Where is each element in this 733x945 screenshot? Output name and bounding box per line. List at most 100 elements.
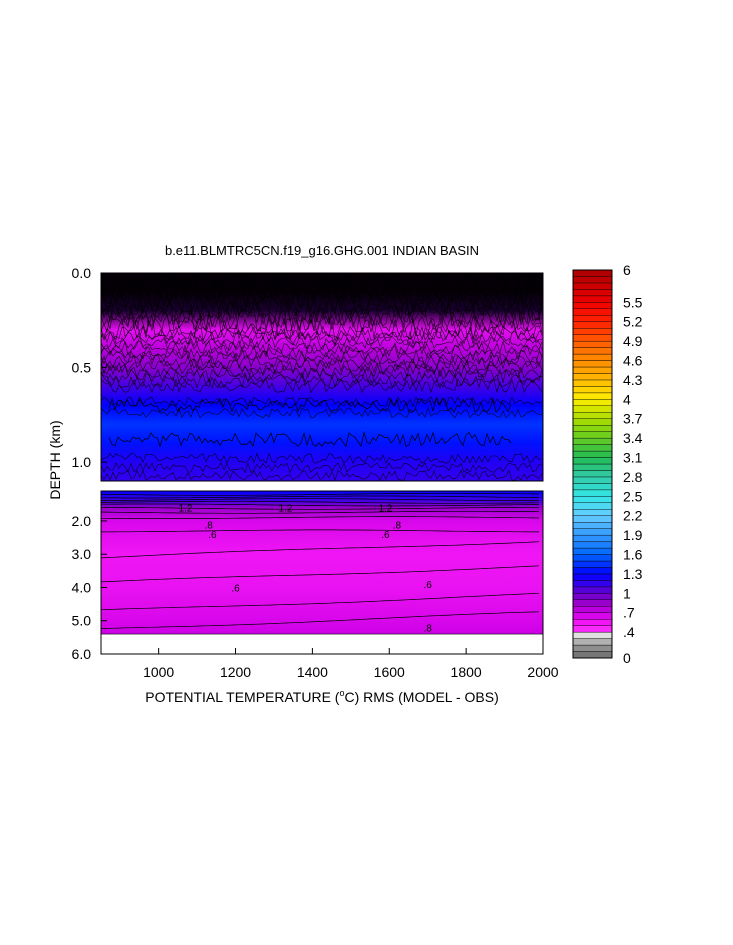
upper-contour-line — [101, 348, 543, 365]
y-axis-label: DEPTH (km) — [47, 420, 63, 499]
colorbar-band — [572, 321, 613, 329]
upper-contour-line — [101, 287, 543, 313]
upper-contour-line — [101, 325, 542, 341]
lower-contour-line — [101, 510, 540, 514]
colorbar-band — [572, 379, 613, 387]
contour-label: .8 — [393, 520, 402, 531]
colorbar-band — [572, 302, 613, 310]
colorbar-band — [572, 496, 613, 504]
colorbar-label: .4 — [623, 624, 635, 640]
lower-contour-labels: 1.2 1.2 1.2.8.8.6.6.6.6.8 — [179, 504, 433, 635]
lower-contour-line — [101, 516, 540, 519]
colorbar-band — [572, 360, 613, 368]
lower-y-axis: 2.0 3.0 4.0 5.0 6.0 — [72, 513, 107, 662]
colorbar-band — [572, 392, 613, 400]
colorbar-label: 1.6 — [623, 547, 643, 563]
contour-label: .8 — [424, 623, 433, 634]
colorbar-band — [572, 295, 613, 303]
colorbar-band — [572, 612, 613, 620]
upper-contour-line — [101, 273, 543, 294]
contour-label: .8 — [204, 520, 213, 531]
colorbar-band — [572, 606, 613, 613]
contour-label: 1.2 — [179, 504, 193, 515]
upper-contour-line — [101, 283, 543, 309]
upper-y-axis: 0.0 0.5 1.0 — [72, 265, 107, 470]
colorbar-band — [572, 502, 613, 510]
colorbar-band — [572, 328, 613, 335]
colorbar-band — [572, 515, 613, 523]
colorbar-label: 0 — [623, 650, 631, 666]
colorbar-band — [572, 276, 613, 284]
upper-contour-line — [101, 407, 543, 419]
colorbar-band — [572, 638, 613, 646]
upper-contour-line — [101, 396, 543, 408]
colorbar-band — [572, 437, 613, 445]
contour-label: .6 — [424, 580, 433, 591]
colorbar-band — [572, 412, 613, 419]
lower-contour-line — [101, 529, 539, 533]
colorbar-band — [572, 619, 613, 626]
colorbar-band — [572, 399, 613, 407]
colorbar-label: .7 — [623, 605, 635, 621]
upper-contour-line — [101, 377, 543, 394]
upper-panel-fill — [101, 273, 543, 481]
contour-label: .6 — [381, 530, 390, 541]
colorbar-label: 1.9 — [623, 527, 643, 543]
lower-contour-line — [101, 506, 539, 510]
x-axis-label-suffix: C) RMS (MODEL - OBS) — [344, 689, 498, 705]
upper-contour-line — [101, 368, 543, 384]
lower-panel: 1.2 1.2 1.2.8.8.6.6.6.6.8 2.03.04.05.06.0 … — [72, 490, 559, 680]
lower-contour-lines — [101, 492, 543, 635]
colorbar-band — [572, 631, 613, 639]
upper-contour-line — [101, 469, 543, 481]
lower-contour-line — [101, 592, 540, 611]
upper-contour-line — [108, 397, 512, 414]
colorbar-label: 4.3 — [623, 372, 643, 388]
colorbar-band — [572, 586, 613, 594]
colorbar-band — [572, 450, 613, 458]
colorbar-label: 4.6 — [623, 353, 643, 369]
colorbar-frame — [572, 269, 613, 659]
x-tick-label: 1600 — [374, 664, 405, 680]
colorbar-label: 3.4 — [623, 430, 643, 446]
colorbar-band — [572, 431, 613, 439]
colorbar-band — [572, 625, 613, 633]
colorbar-band — [572, 644, 613, 652]
contour-label: 1.2 — [279, 504, 293, 515]
colorbar-label: 4.9 — [623, 333, 643, 349]
y-tick-label: 1.0 — [72, 454, 92, 470]
x-tick-label: 2000 — [527, 664, 558, 680]
colorbar-band — [572, 599, 613, 607]
contour-label: .6 — [208, 530, 217, 541]
colorbar-band — [572, 366, 613, 374]
colorbar-band — [572, 573, 613, 581]
colorbar-band — [572, 269, 613, 277]
colorbar-band — [572, 560, 613, 568]
colorbar-band — [572, 308, 613, 316]
upper-contour-line — [101, 339, 543, 356]
upper-panel-frame — [100, 272, 544, 482]
colorbar-label: 1 — [623, 585, 631, 601]
upper-contour-line — [101, 452, 543, 464]
colorbar-band — [572, 476, 613, 484]
colorbar-band — [572, 340, 613, 348]
x-tick-label: 1200 — [220, 664, 251, 680]
colorbar-label: 2.8 — [623, 469, 643, 485]
lower-contour-line — [101, 503, 539, 507]
upper-contour-line — [101, 344, 543, 361]
lower-contour-line — [101, 541, 540, 559]
colorbar-label: 1.3 — [623, 566, 643, 582]
y-tick-label: 0.0 — [72, 265, 92, 281]
x-tick-label: 1400 — [297, 664, 328, 680]
chart-title: b.e11.BLMTRC5CN.f19_g16.GHG.001 INDIAN B… — [165, 243, 479, 258]
colorbar-band — [572, 386, 613, 394]
y-tick-label: 6.0 — [72, 646, 92, 662]
lower-contour-line — [101, 565, 540, 583]
colorbar-band — [572, 425, 613, 432]
colorbar-band — [572, 457, 613, 465]
lower-contour-line — [101, 495, 540, 499]
colorbar-band — [572, 463, 613, 471]
colorbar-band — [572, 580, 613, 588]
upper-contour-line — [101, 354, 543, 370]
upper-contour-lines — [101, 273, 543, 481]
